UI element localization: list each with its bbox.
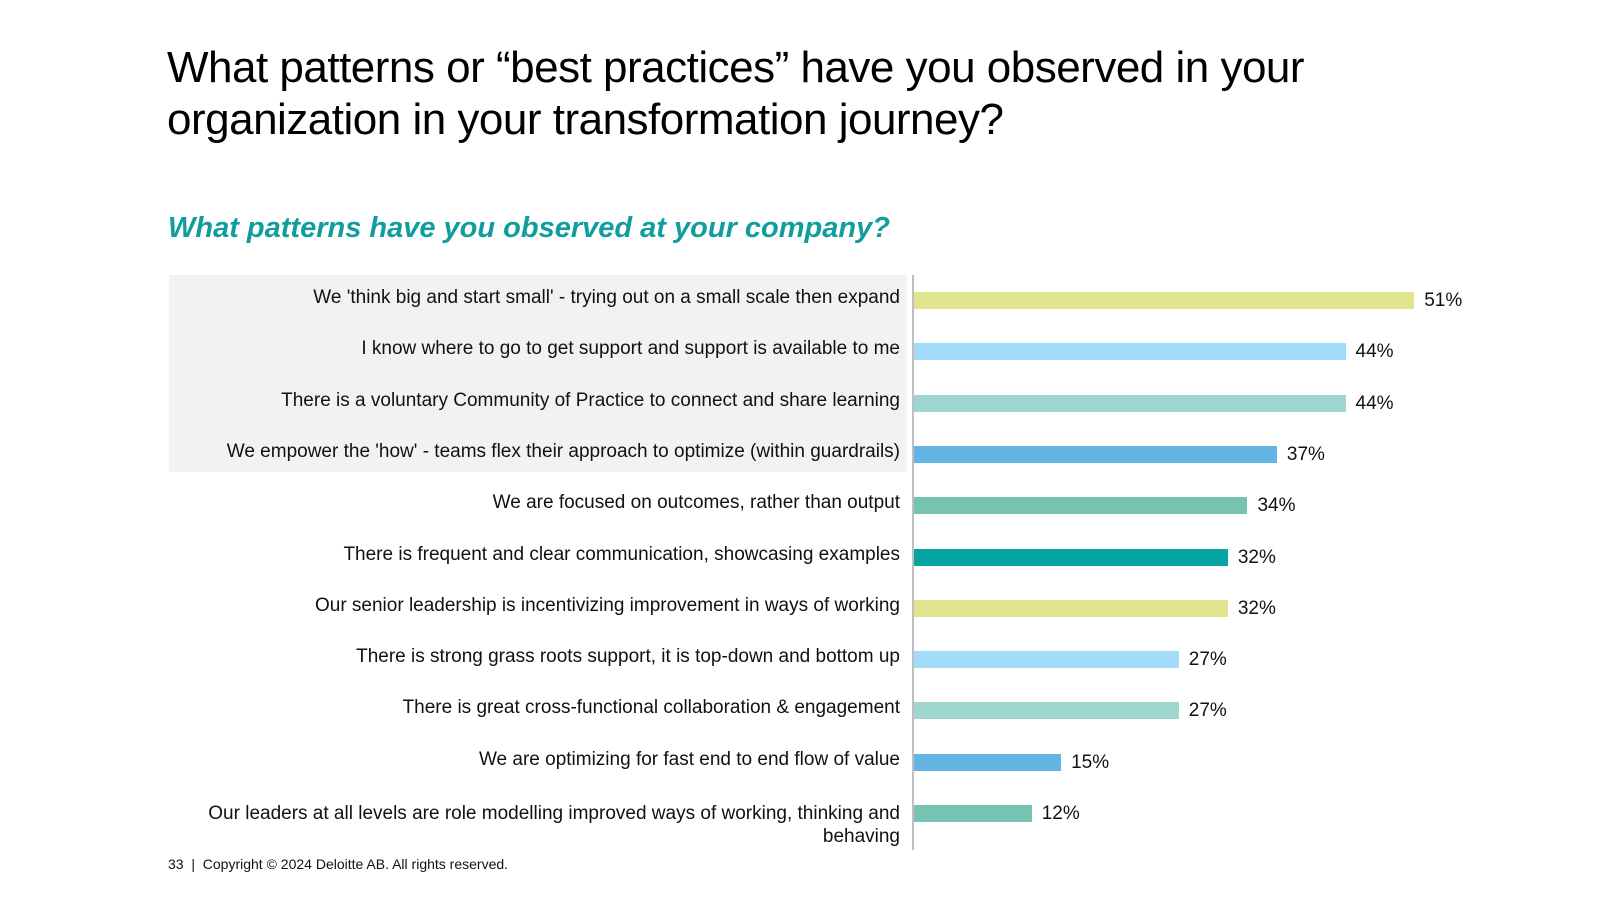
chart-title: What patterns have you observed at your … — [168, 212, 890, 244]
highlighted-rows-background — [169, 275, 907, 472]
category-label: We are focused on outcomes, rather than … — [492, 492, 900, 514]
category-label: Our leaders at all levels are role model… — [208, 803, 900, 847]
category-label: We empower the 'how' - teams flex their … — [226, 440, 900, 462]
bar — [914, 805, 1032, 822]
value-label: 37% — [1286, 443, 1325, 465]
category-label: Our senior leadership is incentivizing i… — [314, 594, 900, 616]
value-label: 12% — [1041, 803, 1080, 824]
value-label: 15% — [1071, 751, 1110, 773]
bar — [914, 445, 1277, 463]
category-label: There is strong grass roots support, it … — [356, 646, 900, 668]
category-label: We 'think big and start small' - trying … — [313, 287, 900, 308]
category-label: There is frequent and clear communicatio… — [343, 543, 900, 565]
bar — [914, 548, 1228, 566]
copyright-text: Copyright © 2024 Deloitte AB. All rights… — [202, 856, 509, 872]
footer-separator: | — [187, 856, 199, 872]
page-number: 33 — [168, 856, 184, 872]
category-label: We are optimizing for fast end to end fl… — [478, 748, 900, 770]
category-label: I know where to go to get support and su… — [361, 338, 900, 360]
chart-axis-line — [912, 275, 914, 850]
value-label: 44% — [1355, 341, 1394, 363]
value-label: 34% — [1257, 495, 1296, 517]
value-label: 32% — [1237, 597, 1276, 619]
value-label: 27% — [1188, 649, 1227, 671]
bar — [914, 292, 1415, 309]
bar — [914, 753, 1062, 771]
value-label: 51% — [1424, 290, 1463, 311]
bar — [914, 651, 1179, 669]
bar — [914, 599, 1228, 617]
page-title: What patterns or “best practices” have y… — [167, 43, 1305, 144]
bar — [914, 702, 1179, 720]
bar — [914, 497, 1248, 515]
bar — [914, 394, 1346, 412]
footer: 33 | Copyright © 2024 Deloitte AB. All r… — [168, 856, 508, 872]
bar — [914, 343, 1346, 361]
value-label: 27% — [1188, 700, 1227, 722]
value-label: 44% — [1355, 392, 1394, 414]
category-label: There is a voluntary Community of Practi… — [281, 389, 900, 411]
value-label: 32% — [1237, 546, 1276, 568]
category-label: There is great cross-functional collabor… — [402, 697, 900, 719]
